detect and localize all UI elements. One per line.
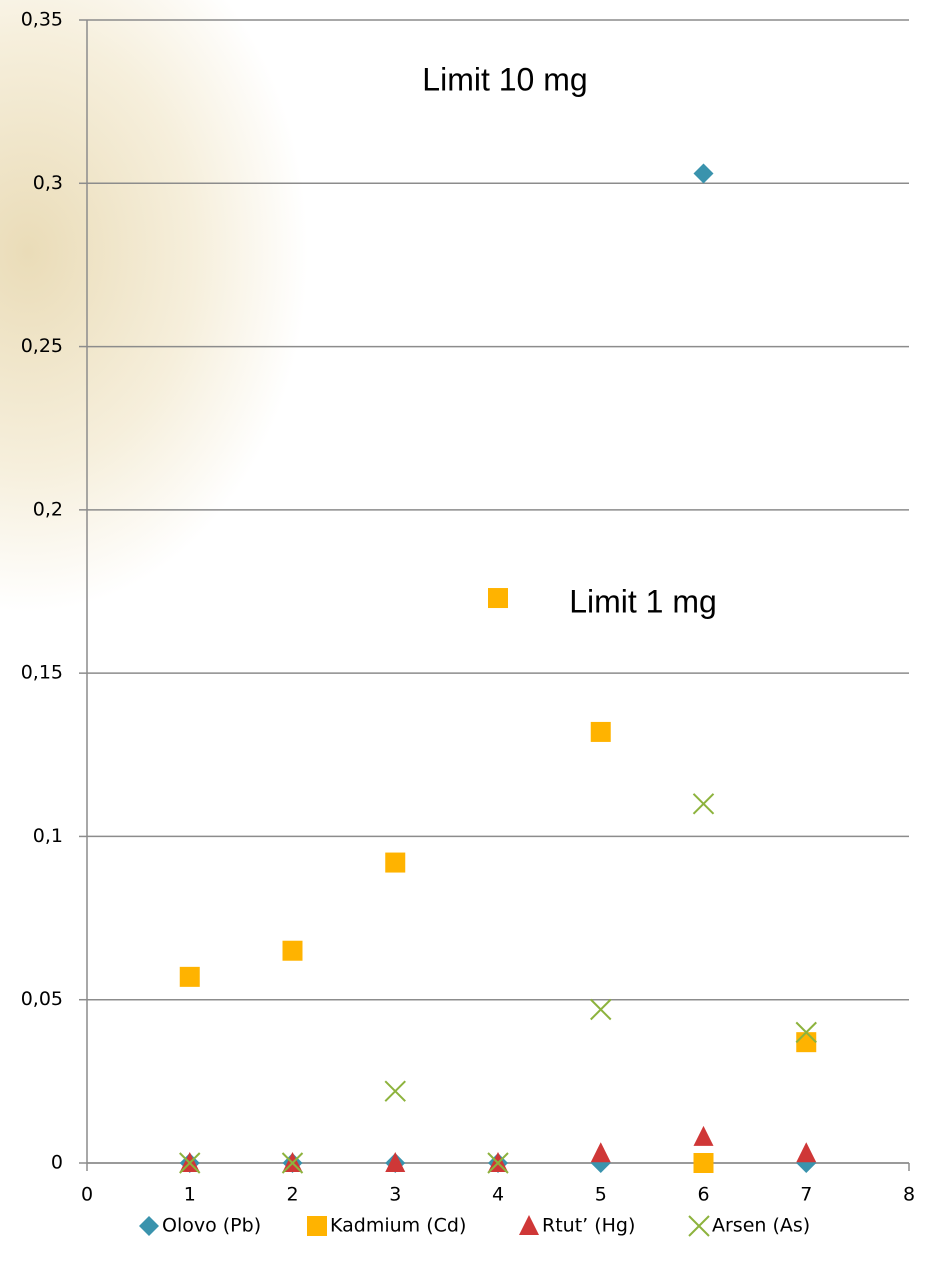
y-tick-label: 0,3 [33, 172, 63, 194]
x-tick-label: 4 [492, 1184, 504, 1206]
point [179, 966, 200, 987]
x-tick-label: 1 [184, 1184, 196, 1206]
point [795, 1021, 817, 1044]
y-tick-label: 0,1 [33, 825, 63, 847]
y-tick-label: 0 [51, 1152, 63, 1174]
point [796, 1032, 817, 1053]
point [693, 163, 714, 184]
point [692, 793, 715, 815]
point [590, 721, 611, 742]
point [384, 1080, 406, 1102]
y-tick-label: 0,15 [21, 662, 63, 684]
point [693, 1125, 714, 1146]
y-tick-label: 0,2 [33, 498, 63, 520]
legend-marker [519, 1215, 539, 1235]
x-tick-label: 2 [286, 1184, 298, 1206]
legend-marker [307, 1216, 327, 1236]
point [487, 1152, 509, 1174]
y-tick-label: 0,05 [21, 988, 63, 1010]
annotation: Limit 10 mg [422, 61, 587, 97]
point [385, 852, 406, 873]
x-tick-label: 6 [697, 1184, 709, 1206]
point [488, 588, 508, 609]
x-tick-label: 7 [800, 1184, 812, 1206]
legend-label: Olovo (Pb) [162, 1215, 261, 1237]
x-tick-label: 8 [903, 1184, 915, 1206]
x-tick-label: 3 [389, 1184, 401, 1206]
point [282, 940, 303, 961]
point [590, 998, 612, 1021]
point [179, 1152, 201, 1174]
legend-label: Rtut’ (Hg) [542, 1215, 635, 1237]
y-tick-label: 0,25 [21, 335, 63, 357]
point [385, 1152, 406, 1172]
legend-marker [688, 1215, 710, 1237]
x-tick-label: 0 [81, 1184, 93, 1206]
point [796, 1142, 817, 1163]
point [693, 1153, 714, 1173]
point [590, 1142, 611, 1163]
x-tick-label: 5 [595, 1184, 607, 1206]
point [281, 1152, 304, 1174]
annotation: Limit 1 mg [569, 583, 717, 619]
background-decoration [0, 0, 560, 720]
legend-label: Kadmium (Cd) [330, 1215, 466, 1237]
legend-marker [139, 1216, 159, 1236]
legend-label: Arsen (As) [712, 1215, 810, 1237]
y-tick-label: 0,35 [21, 9, 63, 31]
